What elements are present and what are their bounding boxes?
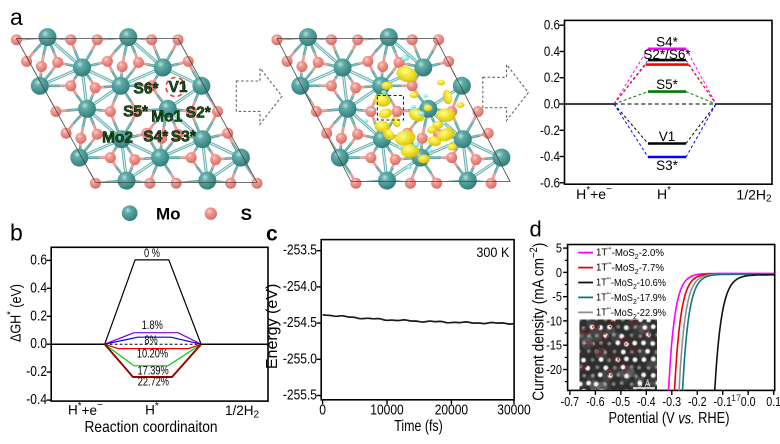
svg-text:S4*: S4*: [143, 129, 169, 146]
svg-text:d: d: [530, 217, 542, 242]
svg-text:-253.5: -253.5: [283, 243, 317, 259]
svg-text:1T'''-MoS2-7.7%: 1T'''-MoS2-7.7%: [596, 260, 664, 276]
svg-text:0: 0: [556, 265, 562, 280]
svg-text:H*: H*: [657, 185, 671, 203]
svg-text:0.0: 0.0: [544, 97, 560, 112]
svg-text:1/2H2: 1/2H2: [736, 187, 772, 205]
svg-text:17: 17: [731, 393, 741, 403]
svg-text:1T'''-MoS2-2.0%: 1T'''-MoS2-2.0%: [596, 245, 664, 261]
svg-text:H*+e−: H*+e−: [68, 400, 103, 418]
svg-text:-20: -20: [546, 362, 562, 377]
svg-text:20000: 20000: [435, 403, 468, 419]
svg-text:1/2H2: 1/2H2: [225, 403, 260, 420]
svg-text:Mo: Mo: [156, 205, 181, 224]
svg-text:Mo1: Mo1: [151, 109, 182, 126]
svg-text:17.39%: 17.39%: [138, 365, 169, 377]
svg-text:S2*/S6*: S2*/S6*: [643, 47, 691, 62]
svg-text:10.20%: 10.20%: [137, 349, 168, 361]
svg-text:V1: V1: [169, 79, 188, 96]
svg-text:-0.6: -0.6: [540, 175, 560, 190]
svg-text:0.0: 0.0: [30, 336, 47, 352]
svg-text:S2*: S2*: [186, 105, 212, 122]
svg-text:22.72%: 22.72%: [138, 376, 169, 388]
svg-text:Mo2: Mo2: [102, 130, 133, 147]
svg-text:-0.6: -0.6: [586, 394, 605, 409]
svg-text:-0.4: -0.4: [637, 394, 656, 409]
svg-text:-255.0: -255.0: [283, 351, 317, 367]
svg-text:S5*: S5*: [123, 104, 149, 121]
svg-text:-0.5: -0.5: [612, 394, 631, 409]
svg-text:1T'''-MoS2-17.9%: 1T'''-MoS2-17.9%: [596, 290, 666, 306]
svg-text:-0.4: -0.4: [540, 149, 560, 164]
svg-text:b: b: [10, 220, 23, 246]
svg-text:1T'''-MoS2-10.6%: 1T'''-MoS2-10.6%: [596, 275, 666, 291]
svg-text:-0.2: -0.2: [540, 123, 560, 138]
svg-text:-5: -5: [552, 289, 562, 304]
svg-text:-0.7: -0.7: [561, 394, 580, 409]
svg-text:0.4: 0.4: [544, 44, 560, 59]
svg-text:0.1: 0.1: [766, 394, 780, 409]
svg-text:0.0: 0.0: [741, 394, 756, 409]
svg-text:10000: 10000: [370, 403, 403, 419]
svg-text:-0.4: -0.4: [26, 392, 47, 408]
svg-text:ΔGH* (eV): ΔGH* (eV): [5, 284, 25, 342]
svg-text:S4*: S4*: [656, 35, 679, 50]
svg-text:8%: 8%: [144, 335, 157, 347]
svg-text:c: c: [266, 223, 278, 246]
svg-text:Reaction coordinaiton: Reaction coordinaiton: [85, 419, 218, 436]
svg-text:300 K: 300 K: [476, 245, 509, 261]
svg-text:0: 0: [319, 403, 326, 419]
svg-text:-10: -10: [546, 313, 562, 328]
svg-text:V1: V1: [659, 129, 676, 144]
svg-text:Current density (mA cm−2): Current density (mA cm−2): [528, 243, 548, 401]
svg-text:5 Å: 5 Å: [638, 379, 651, 389]
svg-text:-0.3: -0.3: [663, 394, 682, 409]
svg-text:0.4: 0.4: [30, 280, 47, 296]
svg-text:S6*: S6*: [134, 81, 160, 98]
svg-text:30000: 30000: [497, 403, 530, 419]
svg-text:Time (fs): Time (fs): [394, 418, 443, 435]
svg-text:Potential (V vs. RHE): Potential (V vs. RHE): [609, 410, 730, 427]
svg-text:S5*: S5*: [656, 77, 679, 92]
svg-text:-0.2: -0.2: [688, 394, 707, 409]
svg-text:0.2: 0.2: [30, 308, 47, 324]
svg-text:1.8%: 1.8%: [142, 320, 163, 332]
svg-text:H*: H*: [145, 401, 159, 418]
svg-text:-254.0: -254.0: [283, 279, 317, 295]
svg-text:0.6: 0.6: [30, 252, 47, 268]
svg-text:H*+e−: H*+e−: [576, 184, 612, 203]
svg-text:0.6: 0.6: [544, 18, 560, 33]
svg-text:-255.5: -255.5: [283, 388, 317, 404]
svg-text:0 %: 0 %: [144, 248, 160, 260]
svg-text:0.2: 0.2: [544, 70, 560, 85]
svg-text:S3*: S3*: [656, 158, 679, 173]
svg-text:1T'''-MoS2-22.9%: 1T'''-MoS2-22.9%: [596, 305, 666, 321]
svg-text:-0.1: -0.1: [713, 394, 732, 409]
svg-text:-254.5: -254.5: [283, 315, 317, 331]
svg-text:Energy (eV): Energy (eV): [264, 284, 281, 370]
svg-text:-0.2: -0.2: [26, 364, 47, 380]
svg-text:S: S: [241, 205, 252, 224]
svg-text:S3*: S3*: [171, 129, 197, 146]
svg-text:a: a: [10, 4, 23, 30]
svg-text:-15: -15: [546, 338, 562, 353]
svg-text:5: 5: [556, 241, 562, 256]
